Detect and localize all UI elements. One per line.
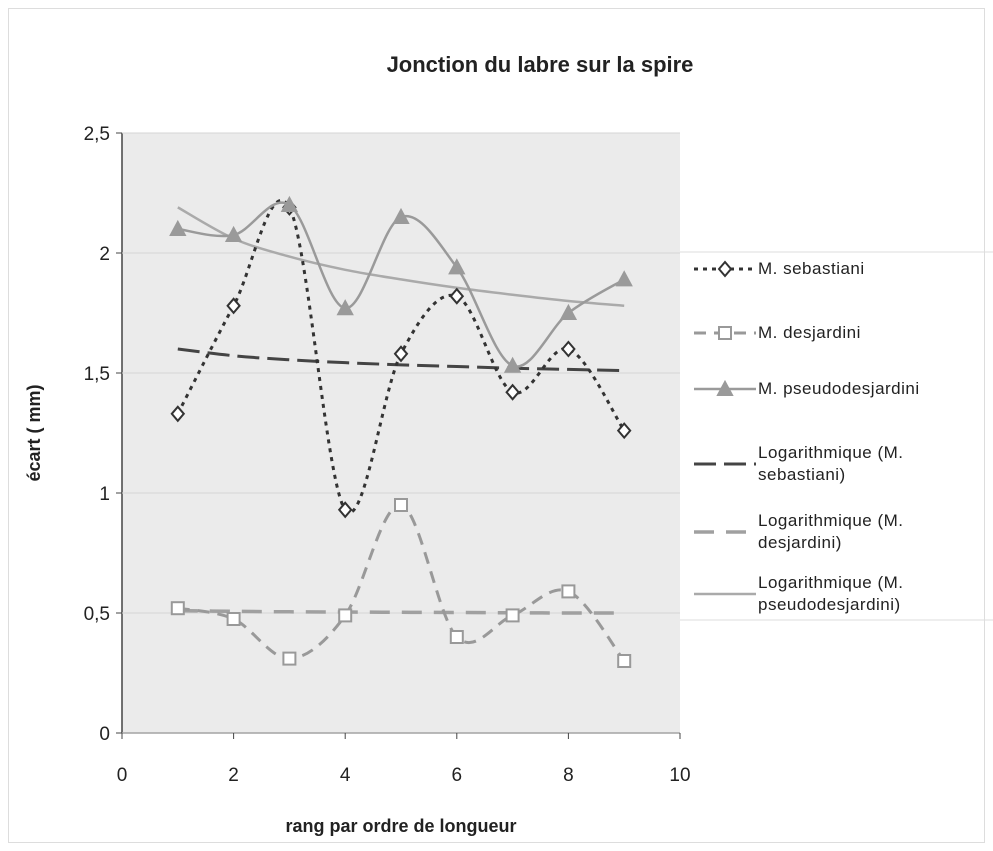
- series-layer: [169, 195, 633, 668]
- marker: [718, 326, 732, 340]
- marker: [170, 601, 185, 616]
- legend-swatch: [694, 530, 756, 534]
- y-tick-label: 1,5: [84, 364, 110, 385]
- marker: [717, 260, 733, 278]
- series-line: [176, 198, 626, 515]
- y-tick-label: 2: [99, 244, 110, 265]
- marker: [337, 501, 353, 519]
- marker: [338, 608, 353, 623]
- legend-swatch: [694, 462, 756, 466]
- x-tick-label: 10: [669, 765, 690, 786]
- chart-title: Jonction du labre sur la spire: [387, 52, 694, 77]
- x-tick-label: 0: [117, 765, 128, 786]
- legend-entry: M. desjardini: [692, 322, 983, 344]
- grid: 0 0,5 1 1,5 2 2,5 0 2 4 6 8 10: [84, 124, 691, 786]
- marker: [169, 219, 187, 236]
- marker: [392, 207, 410, 224]
- y-tick-label: 2,5: [84, 124, 110, 145]
- series-line: [177, 347, 625, 373]
- legend-label: Logarithmique (M. desjardini): [758, 511, 904, 552]
- x-tick-label: 8: [563, 765, 574, 786]
- marker: [617, 654, 632, 668]
- legend-swatch: [694, 326, 756, 340]
- plot-area: [122, 133, 680, 733]
- x-tick-label: 4: [340, 765, 351, 786]
- marker: [616, 422, 632, 440]
- marker: [170, 405, 186, 423]
- legend-swatch: [694, 379, 756, 396]
- x-tick-label: 2: [228, 765, 239, 786]
- legend-entry: M. sebastiani: [692, 258, 983, 280]
- marker: [448, 258, 466, 275]
- legend-label: M. sebastiani: [758, 259, 865, 278]
- marker: [226, 612, 241, 626]
- marker: [280, 195, 299, 212]
- legend-entry: M. pseudodesjardini: [692, 378, 983, 400]
- y-tick-label: 0,5: [84, 604, 110, 625]
- legend-entry: Logarithmique (M. sebastiani): [692, 442, 983, 486]
- legend-swatch: [694, 260, 756, 278]
- legend-swatch: [694, 592, 756, 596]
- marker: [561, 340, 576, 358]
- series-line: [177, 608, 625, 615]
- legend-label: Logarithmique (M. pseudodesjardini): [758, 573, 904, 614]
- marker: [505, 383, 520, 401]
- legend-label: M. desjardini: [758, 323, 861, 342]
- marker: [449, 630, 464, 644]
- marker: [449, 287, 465, 305]
- legend-label: Logarithmique (M. sebastiani): [758, 443, 904, 484]
- y-tick-label: 0: [99, 724, 110, 745]
- marker: [503, 356, 522, 373]
- chart-frame: [8, 8, 985, 843]
- x-axis-label: rang par ordre de longueur: [285, 816, 516, 836]
- legend-label: M. pseudodesjardini: [758, 379, 920, 398]
- marker: [282, 651, 297, 666]
- marker: [336, 299, 354, 316]
- marker: [226, 297, 241, 315]
- marker: [561, 584, 576, 599]
- legend-entry: Logarithmique (M. pseudodesjardini): [692, 572, 983, 616]
- x-tick-label: 6: [452, 765, 463, 786]
- series-line: [177, 206, 625, 308]
- marker: [224, 225, 243, 242]
- marker: [559, 303, 578, 320]
- marker: [393, 345, 409, 363]
- marker: [716, 379, 734, 396]
- marker: [505, 608, 520, 623]
- legend-entry: Logarithmique (M. desjardini): [692, 510, 983, 554]
- marker: [394, 498, 408, 512]
- marker: [615, 270, 633, 287]
- y-axis-label: écart ( mm): [24, 384, 44, 481]
- y-tick-label: 1: [99, 484, 110, 505]
